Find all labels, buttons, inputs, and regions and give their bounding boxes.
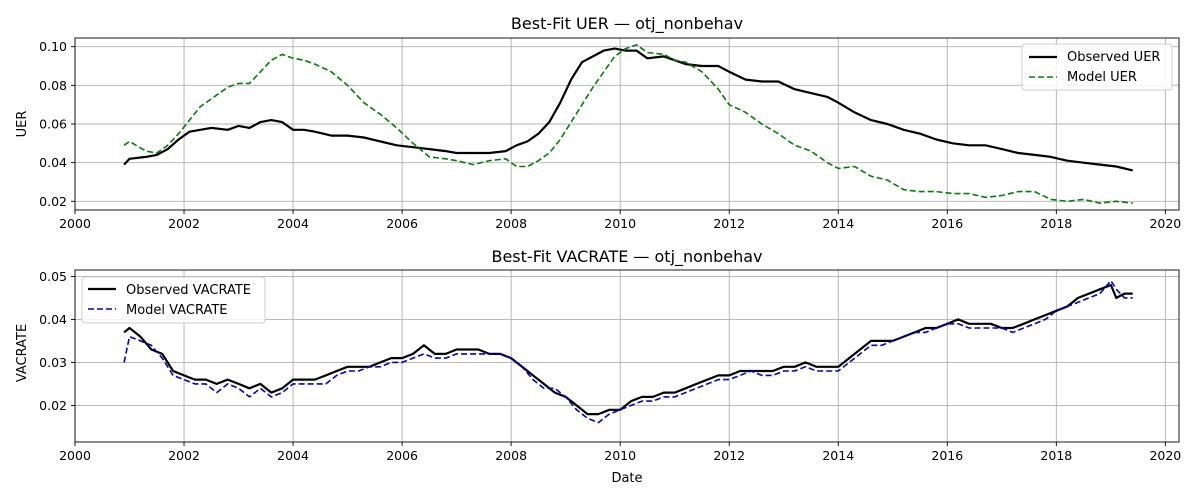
vacrate-chart-title: Best-Fit VACRATE — otj_nonbehav [491,247,762,267]
vacrate-legend-box [81,276,266,324]
uer-y-axis-label: UER [15,111,30,138]
vacrate-legend-label-observed: Observed VACRATE [126,283,251,298]
vacrate-x-axis-label: Date [611,471,642,486]
vacrate-x-tick-label: 2000 [59,448,91,463]
uer-legend: Observed UER Model UER [1021,43,1173,91]
uer-x-tick-label: 2006 [386,216,418,231]
uer-x-tick-label: 2020 [1149,216,1181,231]
vacrate-chart-panel: Best-Fit VACRATE — otj_nonbehav VACRATE … [15,247,1181,486]
uer-x-tick-label: 2010 [604,216,636,231]
uer-legend-label-model: Model UER [1067,70,1137,85]
uer-plot-frame [74,37,1180,211]
vacrate-y-tick-label: 0.04 [39,312,67,327]
uer-axis-ticks: 2000 2002 2004 2006 2008 2010 2012 2014 2016 2018… [39,39,1181,231]
uer-y-tick-label: 0.04 [39,155,67,170]
vacrate-axis-ticks: 2000 2002 2004 2006 2008 2010 2012 2014 2016 2018… [39,269,1181,463]
uer-y-tick-label: 0.06 [39,117,67,132]
uer-grid [74,38,1179,210]
uer-x-tick-label: 2002 [168,216,200,231]
uer-series [123,44,1133,204]
model-uer-line [123,44,1133,204]
vacrate-x-tick-label: 2020 [1149,448,1181,463]
vacrate-x-tick-label: 2008 [495,448,527,463]
vacrate-x-tick-label: 2006 [386,448,418,463]
vacrate-y-axis-label: VACRATE [15,324,30,382]
uer-y-tick-label: 0.02 [39,194,67,209]
vacrate-legend: Observed VACRATE Model VACRATE [81,276,266,324]
observed-uer-line [123,47,1133,172]
uer-x-tick-label: 2004 [277,216,309,231]
vacrate-x-tick-label: 2014 [822,448,854,463]
uer-y-tick-label: 0.08 [39,78,67,93]
vacrate-x-tick-label: 2016 [931,448,963,463]
model-vacrate-line [123,279,1133,424]
vacrate-x-tick-label: 2012 [713,448,745,463]
uer-x-tick-label: 2000 [59,216,91,231]
uer-x-tick-label: 2008 [495,216,527,231]
uer-x-tick-label: 2016 [931,216,963,231]
uer-x-tick-label: 2014 [822,216,854,231]
uer-legend-label-observed: Observed UER [1067,50,1160,65]
vacrate-y-tick-label: 0.05 [39,269,67,284]
uer-chart-panel: Best-Fit UER — otj_nonbehav UER 2000 2002… [15,14,1181,231]
vacrate-x-tick-label: 2002 [168,448,200,463]
vacrate-x-tick-label: 2004 [277,448,309,463]
uer-x-tick-label: 2018 [1040,216,1072,231]
observed-vacrate-line [123,283,1133,416]
uer-y-tick-label: 0.10 [39,39,67,54]
uer-chart-title: Best-Fit UER — otj_nonbehav [511,14,743,34]
vacrate-y-tick-label: 0.03 [39,355,67,370]
vacrate-series [123,279,1133,424]
uer-x-tick-label: 2012 [713,216,745,231]
uer-legend-box [1021,43,1173,91]
vacrate-x-tick-label: 2010 [604,448,636,463]
vacrate-y-tick-label: 0.02 [39,398,67,413]
vacrate-legend-label-model: Model VACRATE [126,303,228,318]
vacrate-x-tick-label: 2018 [1040,448,1072,463]
vacrate-plot-frame [74,269,1180,443]
